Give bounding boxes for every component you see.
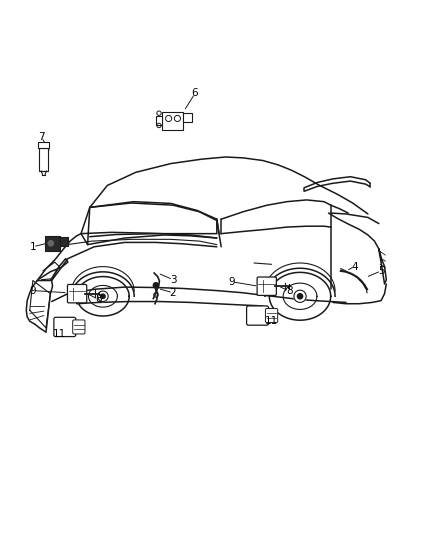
Bar	[183, 113, 192, 122]
Circle shape	[294, 290, 306, 302]
Text: 7: 7	[38, 132, 45, 142]
Text: 11: 11	[265, 316, 278, 326]
Circle shape	[101, 294, 105, 298]
Text: 4: 4	[351, 262, 358, 271]
Text: 11: 11	[53, 329, 66, 340]
FancyBboxPatch shape	[257, 277, 276, 295]
FancyBboxPatch shape	[67, 285, 87, 303]
FancyBboxPatch shape	[73, 320, 85, 334]
Text: 9: 9	[29, 286, 36, 296]
FancyBboxPatch shape	[54, 317, 76, 336]
Text: 9: 9	[229, 277, 236, 287]
Bar	[162, 112, 183, 130]
Bar	[156, 116, 162, 125]
Text: 3: 3	[170, 274, 177, 285]
Circle shape	[48, 241, 53, 246]
Circle shape	[153, 282, 159, 288]
Text: 8: 8	[95, 294, 102, 304]
FancyBboxPatch shape	[247, 306, 268, 325]
Text: 5: 5	[378, 266, 385, 276]
Bar	[45, 236, 60, 251]
Text: 1: 1	[29, 242, 36, 252]
Bar	[60, 237, 68, 246]
Circle shape	[98, 291, 108, 302]
Bar	[39, 148, 48, 171]
Circle shape	[297, 294, 303, 299]
Bar	[38, 142, 49, 148]
Text: 8: 8	[286, 286, 293, 296]
FancyBboxPatch shape	[265, 309, 278, 322]
Text: 6: 6	[191, 88, 198, 99]
Text: 2: 2	[170, 288, 177, 298]
